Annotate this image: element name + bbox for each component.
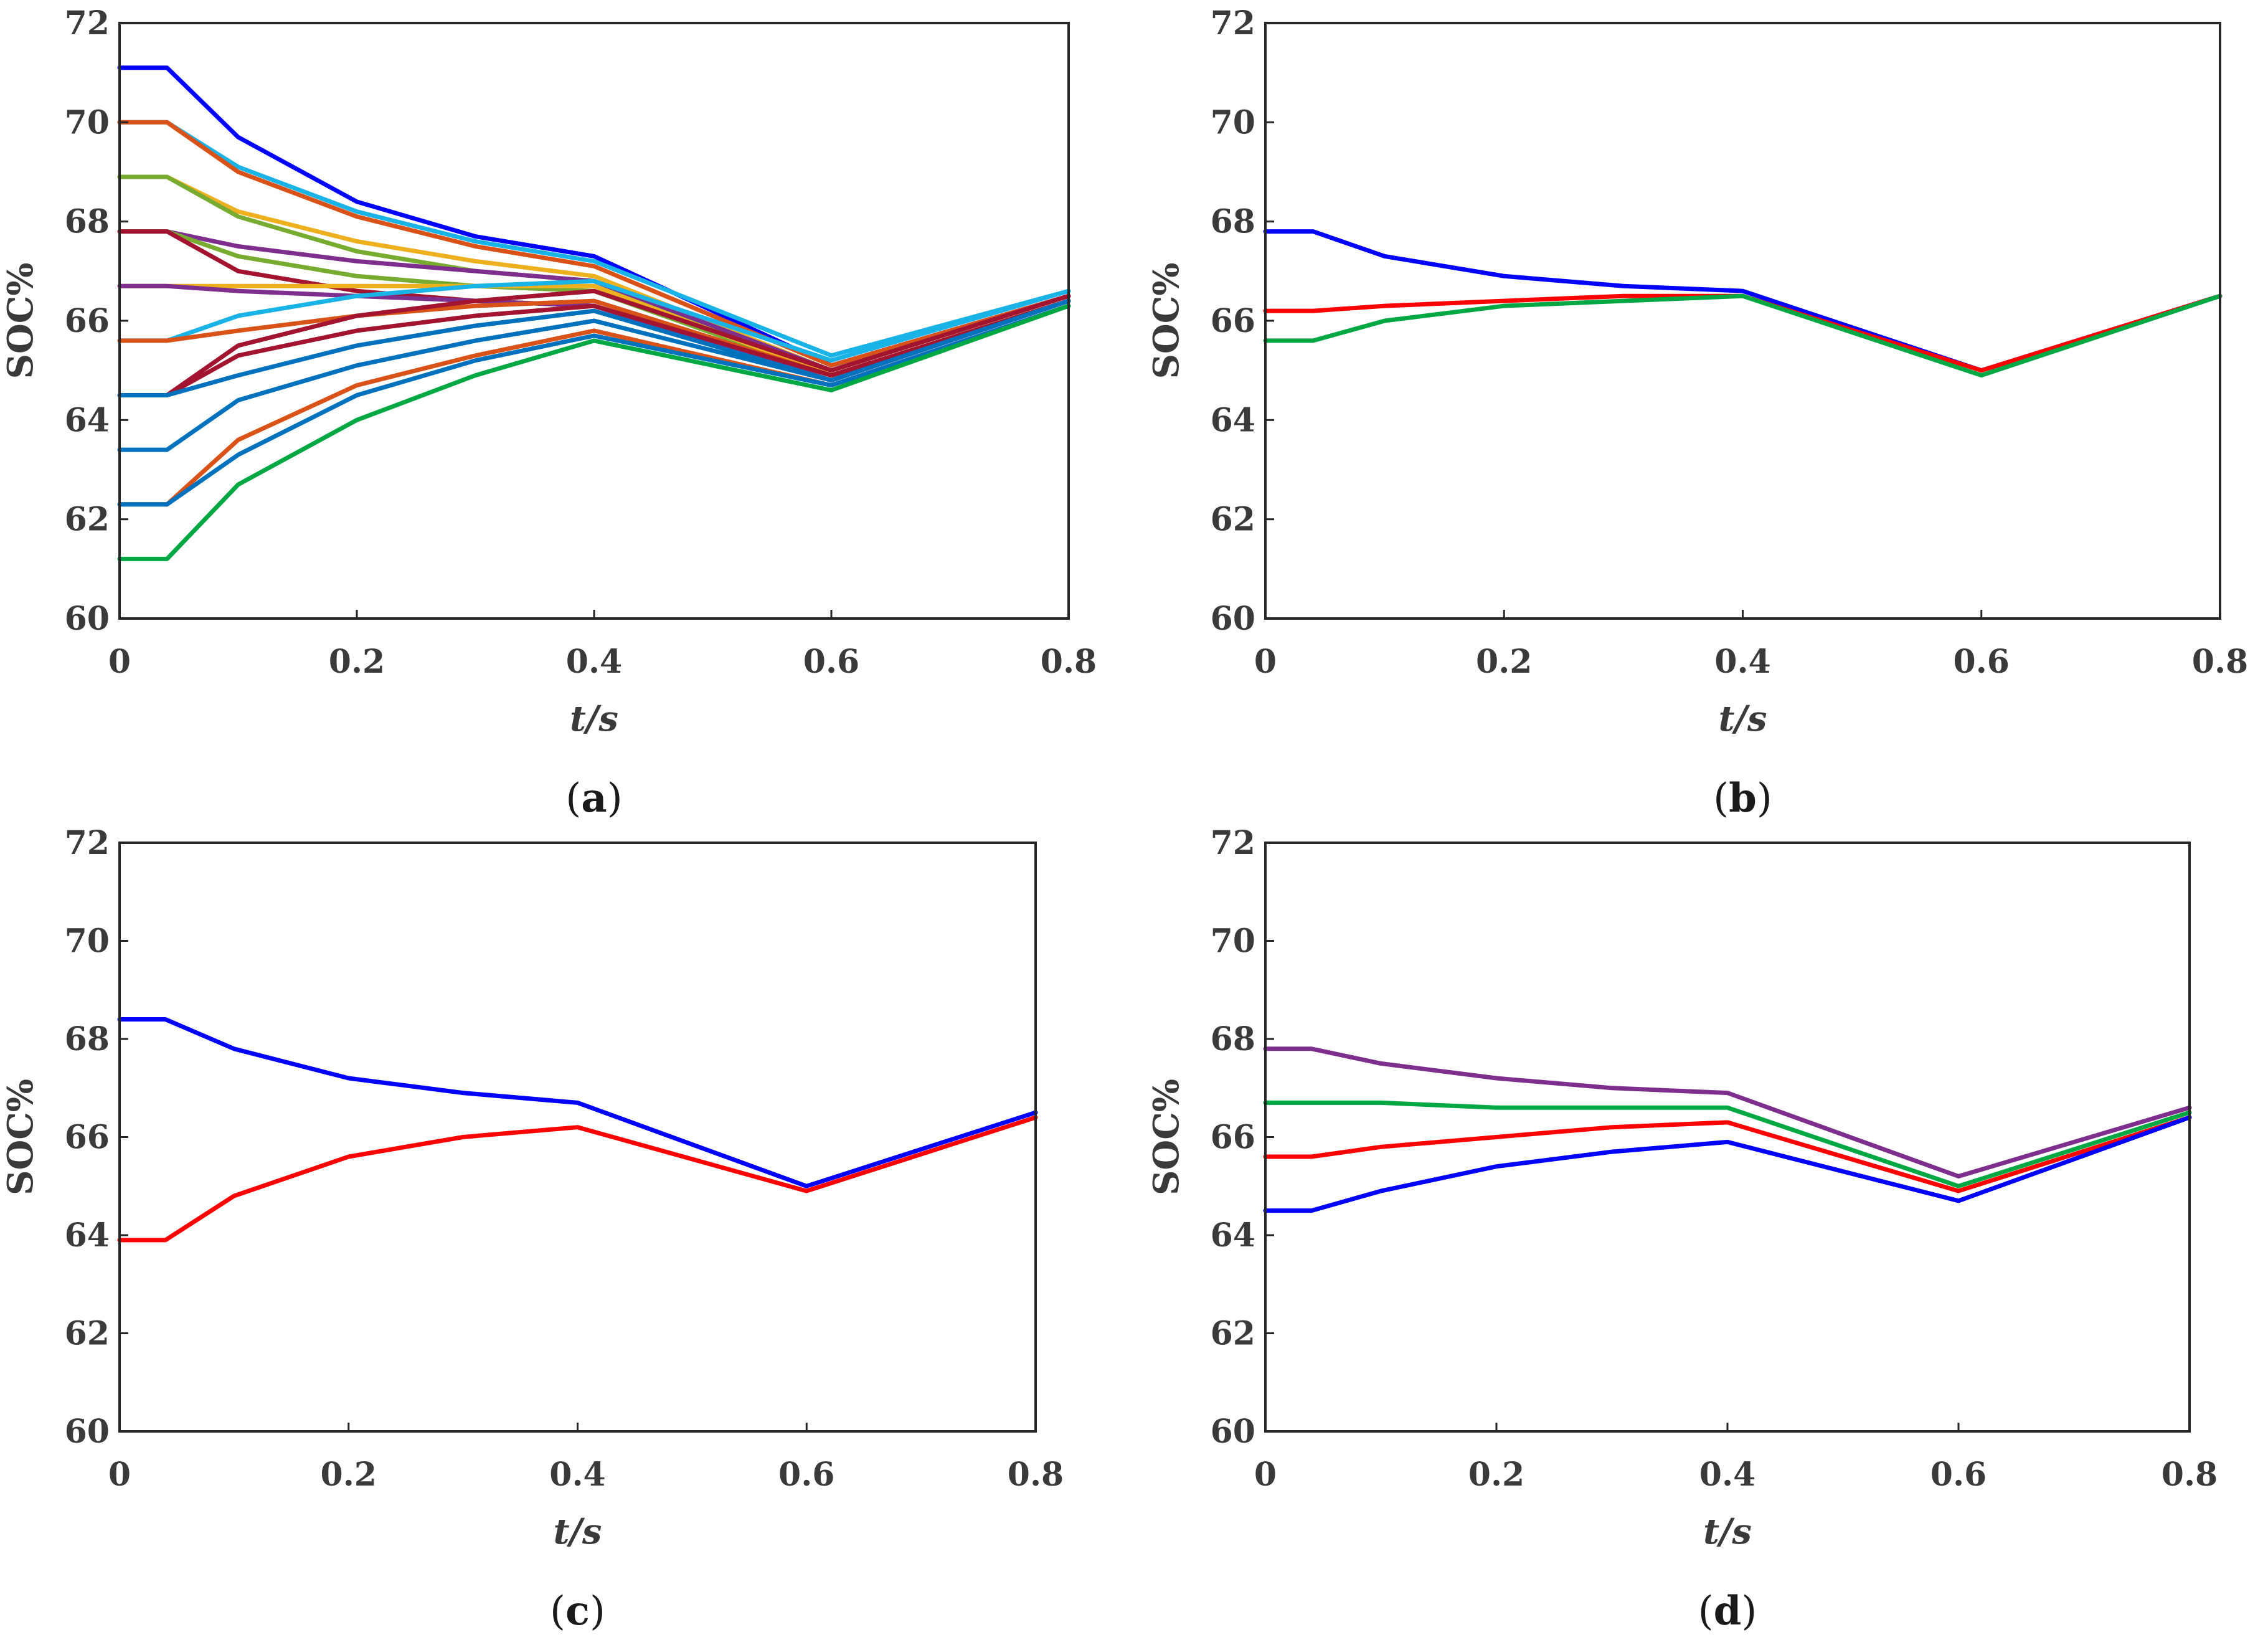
y-tick-label: 70	[1211, 103, 1255, 141]
series-line-14	[117, 298, 1071, 397]
x-axis-label: t/s	[554, 1511, 602, 1552]
x-tick-label: 0.6	[803, 643, 859, 681]
x-tick-label: 0.2	[321, 1456, 377, 1494]
y-tick-label: 72	[1211, 824, 1255, 862]
y-tick-label: 66	[65, 302, 110, 340]
y-tick-label: 64	[1211, 401, 1255, 439]
y-tick-label: 72	[65, 824, 110, 862]
y-tick-label: 66	[1211, 302, 1255, 340]
x-tick-label: 0	[1254, 1456, 1277, 1494]
series-line-11	[117, 278, 1071, 363]
panel-b: 60 62 64 66 68 70 72 0 0.2 0.4 0.6 0.8 t/s SOC% (b)	[1146, 4, 2248, 822]
y-tick-label: 64	[65, 401, 110, 439]
x-tick-label: 0.6	[1930, 1456, 1987, 1494]
y-axis-label: SOC%	[0, 262, 41, 379]
y-tick-label: 62	[65, 501, 110, 539]
x-tick-label: 0.4	[549, 1456, 605, 1494]
x-tick-label: 0.4	[1699, 1456, 1755, 1494]
plot-frame	[1264, 842, 2191, 1433]
y-tick-label: 60	[1211, 600, 1255, 638]
y-tick-label: 62	[1211, 1315, 1255, 1353]
series-line-1	[117, 1017, 1038, 1188]
x-tick-label: 0	[108, 643, 131, 681]
series-line-4	[1263, 1115, 2192, 1213]
y-tick-label: 70	[65, 103, 110, 141]
series-line-1	[1263, 1046, 2192, 1178]
panel-d: 60 62 64 66 68 70 72 0 0.2 0.4 0.6 0.8 t/s SOC% (d)	[1146, 824, 2218, 1634]
x-axis-label: t/s	[1719, 698, 1767, 739]
y-tick-label: 68	[1211, 1020, 1255, 1058]
y-tick-label: 68	[1211, 203, 1255, 241]
x-tick-label: 0.6	[1954, 643, 2010, 681]
x-axis-label: t/s	[570, 698, 618, 739]
x-tick-label: 0.2	[329, 643, 385, 681]
y-tick-label: 68	[65, 203, 110, 241]
series-line-18	[117, 303, 1071, 507]
x-tick-label: 0	[108, 1456, 131, 1494]
x-tick-label: 0.8	[1041, 643, 1097, 681]
plot-frame	[118, 842, 1037, 1433]
y-tick-label: 70	[65, 922, 110, 960]
series-line-3	[1263, 293, 2223, 378]
x-tick-label: 0.6	[778, 1456, 834, 1494]
y-tick-label: 62	[65, 1315, 110, 1353]
x-tick-label: 0.2	[1476, 643, 1532, 681]
y-tick-label: 66	[65, 1119, 110, 1157]
series-line-2	[117, 1115, 1038, 1243]
x-tick-label: 0	[1254, 643, 1277, 681]
series-line-16	[117, 298, 1071, 452]
series-line-3	[1263, 1115, 2192, 1193]
plot-frame	[1264, 22, 2221, 620]
y-tick-label: 68	[65, 1020, 110, 1058]
y-axis-label: SOC%	[1146, 1079, 1187, 1195]
y-tick-label: 64	[1211, 1216, 1255, 1254]
series-line-2	[1263, 293, 2223, 373]
x-axis-label: t/s	[1703, 1511, 1752, 1552]
panel-c: 60 62 64 66 68 70 72 0 0.2 0.4 0.6 0.8 t/s SOC% (c)	[0, 824, 1064, 1634]
x-tick-label: 0.4	[566, 643, 622, 681]
x-tick-label: 0.8	[1008, 1456, 1064, 1494]
panel-label: (a)	[565, 775, 622, 822]
panel-a: 60 62 64 66 68 70 72 0 0.2 0.4 0.6 0.8 t/s SOC% (a)	[0, 4, 1097, 822]
series-line-19	[117, 303, 1071, 561]
y-tick-label: 70	[1211, 922, 1255, 960]
y-tick-label: 72	[65, 4, 110, 42]
panel-label: (c)	[550, 1588, 605, 1634]
y-tick-label: 60	[65, 1413, 110, 1451]
y-tick-label: 60	[65, 600, 110, 638]
x-tick-label: 0.8	[2162, 1456, 2218, 1494]
series-line-1	[1263, 229, 2223, 373]
y-axis-label: SOC%	[1146, 262, 1187, 379]
y-tick-label: 62	[1211, 501, 1255, 539]
y-tick-label: 64	[65, 1216, 110, 1254]
y-tick-label: 66	[1211, 1119, 1255, 1157]
x-tick-label: 0.8	[2192, 643, 2248, 681]
series-line-2	[1263, 1100, 2192, 1188]
x-tick-label: 0.4	[1714, 643, 1770, 681]
x-tick-label: 0.2	[1468, 1456, 1524, 1494]
y-tick-label: 60	[1211, 1413, 1255, 1451]
y-axis-label: SOC%	[0, 1079, 41, 1195]
panel-label: (b)	[1713, 775, 1772, 822]
panel-label: (d)	[1698, 1588, 1757, 1634]
y-tick-label: 72	[1211, 4, 1255, 42]
